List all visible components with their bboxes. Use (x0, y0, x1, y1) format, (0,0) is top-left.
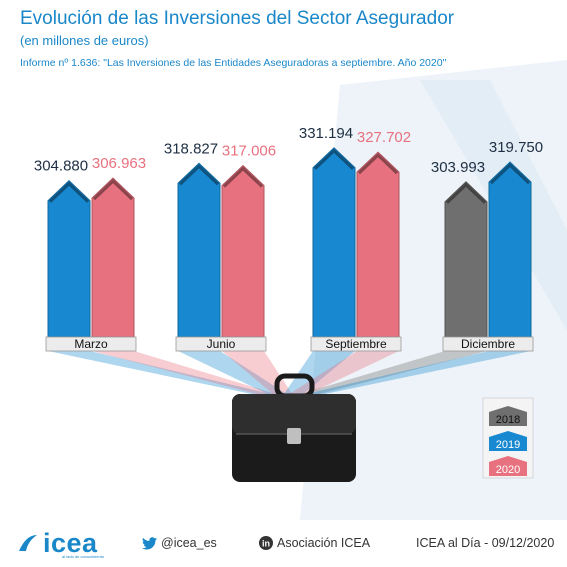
legend-label-2020: 2020 (496, 464, 520, 476)
data-label: 306.963 (92, 155, 146, 172)
category-plate (310, 336, 402, 352)
chart-subtitle: (en millones de euros) (20, 33, 149, 48)
bar-arrow-bevel (489, 163, 531, 185)
bar-septiembre-2019 (312, 147, 356, 338)
light-ray (92, 351, 296, 400)
chart-title: Evolución de las Inversiones del Sector … (20, 8, 455, 29)
legend-label-2018: 2018 (496, 414, 520, 426)
data-label: 319.750 (489, 139, 543, 156)
bar-diciembre-2019 (488, 161, 532, 338)
bar-arrow-bevel (178, 164, 220, 186)
briefcase-lock (287, 428, 301, 444)
briefcase-flap (232, 394, 356, 434)
logo-text: icea (43, 528, 98, 558)
data-label: 303.993 (431, 159, 485, 176)
linkedin-name: Asociación ICEA (277, 536, 371, 550)
data-label: 317.006 (222, 143, 276, 160)
legend-swatch-2020 (489, 456, 527, 476)
light-ray (280, 351, 531, 400)
legend-label-2019: 2019 (496, 439, 520, 451)
category-plate (442, 336, 534, 352)
bar-junio-2019 (177, 162, 221, 338)
light-ray (178, 351, 296, 400)
twitter-icon (142, 536, 157, 549)
category-plate (175, 336, 267, 352)
logo-tagline: al lado de conocimiento (62, 554, 105, 559)
icea-logo-mark-icon (19, 535, 37, 551)
data-label: 327.702 (357, 129, 411, 146)
legend-swatch-2019 (489, 431, 527, 451)
light-ray (48, 351, 296, 400)
category-label-marzo: Marzo (74, 337, 108, 351)
bar-diciembre-2018 (444, 181, 488, 338)
bar-junio-2020 (221, 164, 265, 338)
bar-arrow-bevel (445, 182, 487, 204)
bar-arrow-bevel (357, 153, 399, 175)
category-plate (45, 336, 137, 352)
category-label-septiembre: Septiembre (325, 337, 387, 351)
category-label-junio: Junio (207, 337, 236, 351)
legend-swatch-2018 (489, 406, 527, 426)
footer-date: ICEA al Día - 09/12/2020 (416, 530, 554, 556)
svg-text:in: in (262, 539, 270, 549)
light-ray (280, 351, 355, 400)
twitter-handle: @icea_es (161, 536, 217, 550)
linkedin-icon: in (259, 536, 273, 550)
light-ray (280, 351, 487, 400)
bar-arrow-bevel (92, 179, 134, 201)
icea-logo[interactable]: icea al lado de conocimiento (16, 528, 116, 559)
data-label: 331.194 (299, 125, 353, 142)
bar-arrow-bevel (222, 166, 264, 188)
report-reference: Informe nº 1.636: "Las Inversiones de la… (20, 57, 447, 69)
bar-septiembre-2020 (356, 151, 400, 338)
bar-marzo-2020 (91, 177, 135, 338)
publication-date: ICEA al Día - 09/12/2020 (416, 536, 555, 550)
bar-arrow-bevel (48, 181, 90, 203)
data-label: 304.880 (34, 158, 88, 175)
twitter-link[interactable]: @icea_es (142, 530, 217, 556)
bar-marzo-2019 (47, 180, 91, 338)
category-label-diciembre: Diciembre (461, 337, 515, 351)
linkedin-link[interactable]: in Asociación ICEA (259, 530, 370, 556)
bar-arrow-bevel (313, 148, 355, 170)
data-label: 318.827 (164, 140, 218, 157)
